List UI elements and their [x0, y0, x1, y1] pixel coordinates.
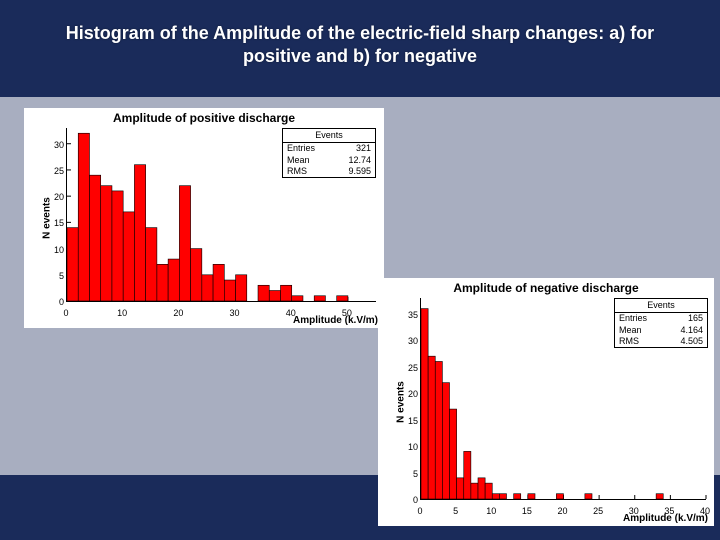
x-tick-label: 5	[453, 506, 458, 516]
statbox-title: Events	[615, 299, 707, 313]
x-tick-label: 10	[486, 506, 496, 516]
statbox-row: Entries 321	[283, 143, 375, 154]
chart-a-title: Amplitude of positive discharge	[24, 111, 384, 125]
statbox-row: RMS 4.505	[615, 336, 707, 347]
statbox-value: 165	[688, 313, 703, 324]
y-tick-label: 25	[34, 166, 64, 176]
y-tick-label: 15	[34, 218, 64, 228]
y-tick-label: 15	[388, 416, 418, 426]
histogram-bar	[471, 483, 478, 499]
x-tick-label: 20	[557, 506, 567, 516]
statbox-label: RMS	[287, 166, 307, 177]
x-tick-label: 20	[173, 308, 183, 318]
histogram-bar	[89, 175, 100, 301]
x-tick-label: 30	[230, 308, 240, 318]
y-tick-label: 20	[388, 389, 418, 399]
histogram-bar	[236, 275, 247, 301]
chart-a-statbox: Events Entries 321 Mean 12.74 RMS 9.595	[282, 128, 376, 178]
x-tick-label: 30	[629, 506, 639, 516]
histogram-bar	[292, 296, 303, 301]
histogram-bar	[337, 296, 348, 301]
histogram-bar	[146, 228, 157, 301]
statbox-row: Mean 12.74	[283, 155, 375, 166]
histogram-bar	[314, 296, 325, 301]
statbox-value: 4.164	[680, 325, 703, 336]
histogram-bar	[556, 494, 563, 499]
y-tick-label: 10	[388, 442, 418, 452]
histogram-bar	[280, 285, 291, 301]
histogram-bar	[191, 249, 202, 301]
histogram-bar	[213, 264, 224, 301]
histogram-bar	[442, 383, 449, 499]
statbox-value: 9.595	[348, 166, 371, 177]
histogram-bar	[656, 494, 663, 499]
y-tick-label: 35	[388, 310, 418, 320]
chart-negative: Amplitude of negative discharge N events…	[378, 278, 714, 526]
histogram-bar	[112, 191, 123, 301]
y-tick-label: 10	[34, 245, 64, 255]
x-tick-label: 15	[522, 506, 532, 516]
statbox-row: RMS 9.595	[283, 166, 375, 177]
y-tick-label: 30	[388, 336, 418, 346]
statbox-label: Entries	[619, 313, 647, 324]
histogram-bar	[464, 451, 471, 499]
statbox-label: Entries	[287, 143, 315, 154]
chart-b-title: Amplitude of negative discharge	[378, 281, 714, 295]
x-tick-label: 35	[664, 506, 674, 516]
histogram-bar	[101, 186, 112, 301]
x-tick-label: 50	[342, 308, 352, 318]
histogram-bar	[499, 494, 506, 499]
y-tick-label: 5	[388, 469, 418, 479]
statbox-label: RMS	[619, 336, 639, 347]
histogram-bar	[224, 280, 235, 301]
slide: Histogram of the Amplitude of the electr…	[0, 0, 720, 540]
chart-positive: Amplitude of positive discharge N events…	[24, 108, 384, 328]
chart-b-statbox: Events Entries 165 Mean 4.164 RMS 4.505	[614, 298, 708, 348]
slide-title: Histogram of the Amplitude of the electr…	[0, 22, 720, 67]
statbox-value: 321	[356, 143, 371, 154]
statbox-label: Mean	[619, 325, 642, 336]
y-tick-label: 5	[34, 271, 64, 281]
statbox-value: 4.505	[680, 336, 703, 347]
x-tick-label: 40	[286, 308, 296, 318]
histogram-bar	[428, 356, 435, 499]
x-tick-label: 0	[417, 506, 422, 516]
statbox-value: 12.74	[348, 155, 371, 166]
histogram-bar	[179, 186, 190, 301]
statbox-title: Events	[283, 129, 375, 143]
histogram-bar	[78, 133, 89, 301]
histogram-bar	[67, 228, 78, 301]
histogram-bar	[258, 285, 269, 301]
histogram-bar	[269, 291, 280, 301]
histogram-bar	[585, 494, 592, 499]
histogram-bar	[202, 275, 213, 301]
histogram-bar	[485, 483, 492, 499]
y-tick-label: 30	[34, 140, 64, 150]
x-tick-label: 0	[63, 308, 68, 318]
chart-a-xlabel: Amplitude (k.V/m)	[293, 315, 378, 326]
x-tick-label: 40	[700, 506, 710, 516]
histogram-bar	[514, 494, 521, 499]
histogram-bar	[457, 478, 464, 499]
histogram-bar	[157, 264, 168, 301]
statbox-label: Mean	[287, 155, 310, 166]
y-tick-label: 20	[34, 192, 64, 202]
histogram-bar	[435, 361, 442, 499]
histogram-bar	[134, 165, 145, 301]
statbox-row: Entries 165	[615, 313, 707, 324]
histogram-bar	[450, 409, 457, 499]
x-tick-label: 10	[117, 308, 127, 318]
histogram-bar	[478, 478, 485, 499]
y-tick-label: 25	[388, 363, 418, 373]
histogram-bar	[123, 212, 134, 301]
histogram-bar	[528, 494, 535, 499]
x-tick-label: 25	[593, 506, 603, 516]
histogram-bar	[421, 309, 428, 499]
histogram-bar	[492, 494, 499, 499]
histogram-bar	[168, 259, 179, 301]
statbox-row: Mean 4.164	[615, 325, 707, 336]
y-tick-label: 0	[34, 297, 64, 307]
y-tick-label: 0	[388, 495, 418, 505]
